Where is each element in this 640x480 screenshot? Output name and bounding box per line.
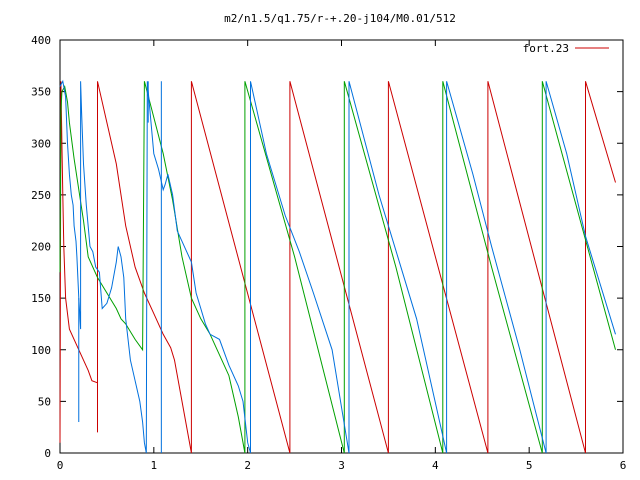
series-line-0 (59, 81, 616, 454)
x-tick-label: 3 (338, 459, 345, 472)
y-tick-label: 350 (31, 86, 51, 99)
y-tick-label: 50 (38, 395, 51, 408)
series-line-1 (59, 81, 616, 454)
y-tick-label: 100 (31, 344, 51, 357)
x-tick-label: 1 (151, 459, 158, 472)
y-tick-label: 250 (31, 189, 51, 202)
x-tick-label: 0 (57, 459, 64, 472)
y-tick-label: 0 (44, 447, 51, 460)
series-layer (59, 79, 616, 454)
legend-label: fort.23 (523, 42, 569, 55)
x-tick-label: 4 (432, 459, 439, 472)
x-tick-label: 5 (526, 459, 533, 472)
x-tick-label: 2 (244, 459, 251, 472)
y-tick-label: 400 (31, 34, 51, 47)
y-tick-label: 150 (31, 292, 51, 305)
legend: fort.23 (523, 42, 609, 55)
axes: 0 50 100 150 200 250 300 350 400 0 1 2 3 4 5 6 (31, 34, 626, 472)
series-line-2 (59, 79, 616, 454)
y-tick-label: 200 (31, 241, 51, 254)
chart-title: m2/n1.5/q1.75/r-+.20-j104/M0.01/512 (224, 12, 456, 25)
y-tick-label: 300 (31, 137, 51, 150)
x-tick-label: 6 (620, 459, 627, 472)
